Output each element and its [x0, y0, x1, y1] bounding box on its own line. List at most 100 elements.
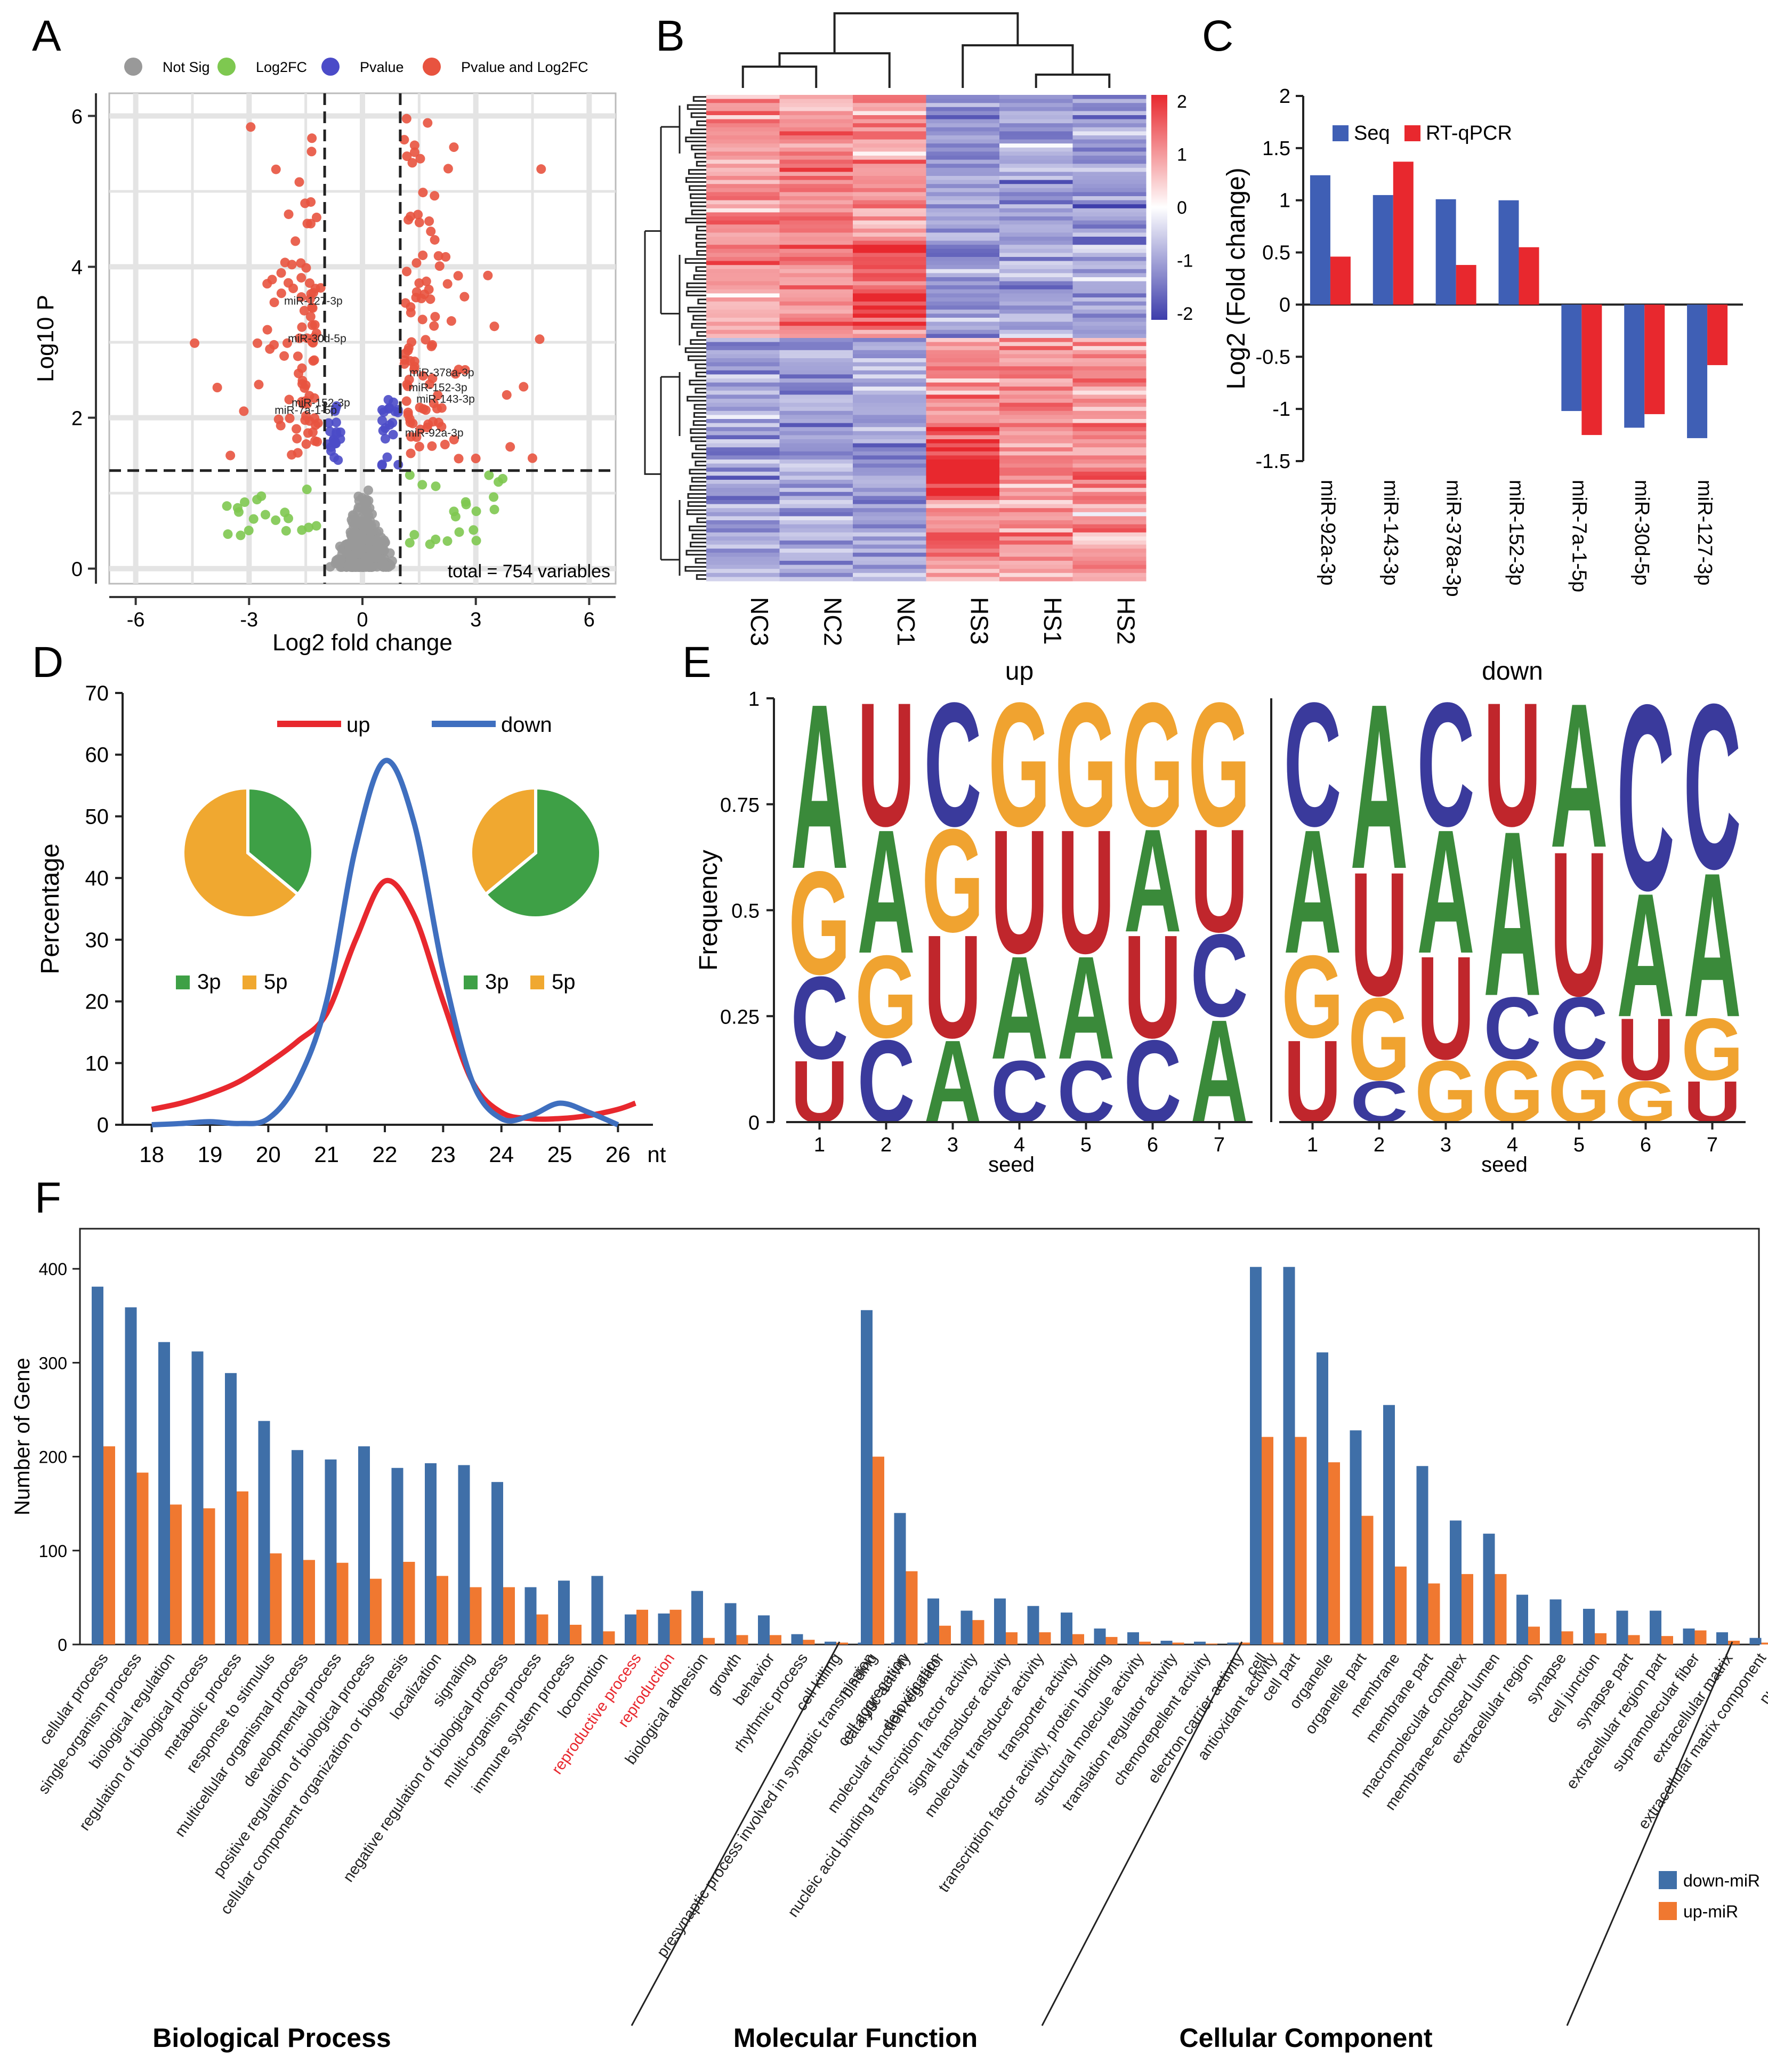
- heatmap-cell: [926, 561, 1000, 566]
- scatter-point: [406, 308, 416, 318]
- bar-up-mir: [736, 1635, 748, 1644]
- logo-letter: C: [1190, 910, 1248, 1042]
- scatter-point: [399, 135, 409, 145]
- point-annotation: miR-127-3p: [284, 295, 343, 307]
- heatmap-cell: [779, 95, 853, 100]
- heatmap-cell: [706, 289, 780, 294]
- heatmap-cell: [999, 119, 1073, 124]
- heatmap-cell: [926, 208, 1000, 213]
- scatter-point: [308, 356, 318, 366]
- heatmap-cell: [999, 143, 1073, 148]
- heatmap-cell: [853, 455, 926, 460]
- column-label: NC3: [746, 597, 773, 646]
- pie-legend-swatch: [464, 975, 478, 989]
- heatmap-cell: [853, 200, 926, 205]
- bar-down-mir: [225, 1373, 237, 1644]
- x-tick-label: 4: [1014, 1134, 1025, 1156]
- heatmap-cell: [1072, 374, 1147, 379]
- heatmap-cell: [1072, 318, 1147, 323]
- heatmap-cell: [706, 143, 780, 148]
- panel-a: A -6 -3 0 3 6 0 2 4 6 Log2 fold change Log10 P Not S…: [32, 12, 617, 656]
- bar-down-mir: [1127, 1632, 1139, 1644]
- heatmap-cell: [779, 208, 853, 213]
- scatter-point: [407, 158, 417, 168]
- heatmap-cell: [1072, 415, 1147, 420]
- bar-rt-qpcr: [1393, 162, 1414, 305]
- heatmap-cell: [706, 500, 780, 505]
- scatter-point: [256, 491, 267, 501]
- column-label: HS1: [1039, 597, 1067, 644]
- scatter-point: [287, 450, 297, 460]
- heatmap-cell: [926, 386, 1000, 391]
- scatter-point: [324, 418, 334, 428]
- heatmap-cell: [779, 362, 853, 367]
- y-tick-label: 0: [97, 1114, 109, 1137]
- heatmap-cell: [926, 455, 1000, 460]
- heatmap-cell: [779, 524, 853, 529]
- y-tick-label: 1: [748, 688, 760, 711]
- heatmap-cell: [999, 463, 1073, 468]
- heatmap-cell: [1072, 273, 1147, 278]
- heatmap-cell: [999, 573, 1073, 577]
- heatmap-cell: [999, 451, 1073, 456]
- heatmap-cell: [1072, 504, 1147, 509]
- heatmap-cell: [779, 293, 853, 298]
- heatmap-cell: [853, 565, 926, 569]
- scatter-point: [471, 536, 481, 546]
- scatter-point: [254, 380, 264, 390]
- scatter-point: [300, 198, 310, 208]
- heatmap-cell: [1072, 285, 1147, 290]
- heatmap-cell: [853, 176, 926, 181]
- heatmap-cell: [1072, 362, 1147, 367]
- bar-seq: [1624, 304, 1645, 428]
- scatter-point: [349, 511, 359, 521]
- heatmap-cell: [779, 402, 853, 407]
- legend-swatch: [1659, 1902, 1677, 1920]
- scatter-point: [409, 140, 419, 150]
- panel-b: B NC3 NC2 NC1 HS3 HS1 HS2 2 1 0 -1 -2: [644, 12, 1193, 646]
- heatmap-cell: [999, 159, 1073, 164]
- bar-up-mir: [1295, 1437, 1307, 1644]
- heatmap-cell: [853, 289, 926, 294]
- heatmap-cell: [779, 528, 853, 533]
- bar-down-mir: [1250, 1267, 1262, 1644]
- bar-down-mir: [1160, 1640, 1173, 1644]
- panel-letter: A: [32, 12, 61, 60]
- heatmap-cell: [853, 443, 926, 448]
- heatmap-cell: [926, 131, 1000, 136]
- bar-up-mir: [570, 1625, 582, 1644]
- scatter-point: [305, 311, 316, 321]
- heatmap-cell: [706, 253, 780, 257]
- scatter-point: [402, 267, 412, 277]
- heatmap-cell: [853, 500, 926, 505]
- x-tick-label: 26: [606, 1142, 631, 1167]
- heatmap-cell: [999, 557, 1073, 561]
- heatmap-cell: [999, 289, 1073, 294]
- bar-rt-qpcr: [1519, 247, 1539, 305]
- heatmap-cell: [853, 245, 926, 249]
- heatmap-cell: [999, 273, 1073, 278]
- heatmap-cell: [926, 111, 1000, 116]
- heatmap-cell: [779, 467, 853, 472]
- heatmap-cell: [779, 200, 853, 205]
- heatmap-cell: [853, 281, 926, 286]
- point-annotation: miR-378a-3p: [409, 367, 474, 379]
- heatmap-cell: [706, 573, 780, 577]
- heatmap-cell: [706, 265, 780, 270]
- heatmap-cell: [1072, 305, 1147, 310]
- column-label: HS2: [1112, 597, 1140, 644]
- scatter-point: [308, 337, 318, 348]
- bar-up-mir: [669, 1609, 682, 1644]
- heatmap-cell: [999, 131, 1073, 136]
- heatmap-cell: [999, 480, 1073, 485]
- heatmap-cell: [853, 475, 926, 480]
- logo-letter: G: [788, 841, 851, 1005]
- pie-legend-label: 3p: [485, 970, 509, 994]
- heatmap-cell: [706, 435, 780, 440]
- logo-letter: A: [790, 655, 848, 918]
- heatmap-cell: [853, 528, 926, 533]
- pie-legend-swatch: [243, 975, 256, 989]
- scatter-point: [431, 534, 441, 544]
- heatmap-cell: [999, 111, 1073, 116]
- scatter-point: [378, 425, 388, 436]
